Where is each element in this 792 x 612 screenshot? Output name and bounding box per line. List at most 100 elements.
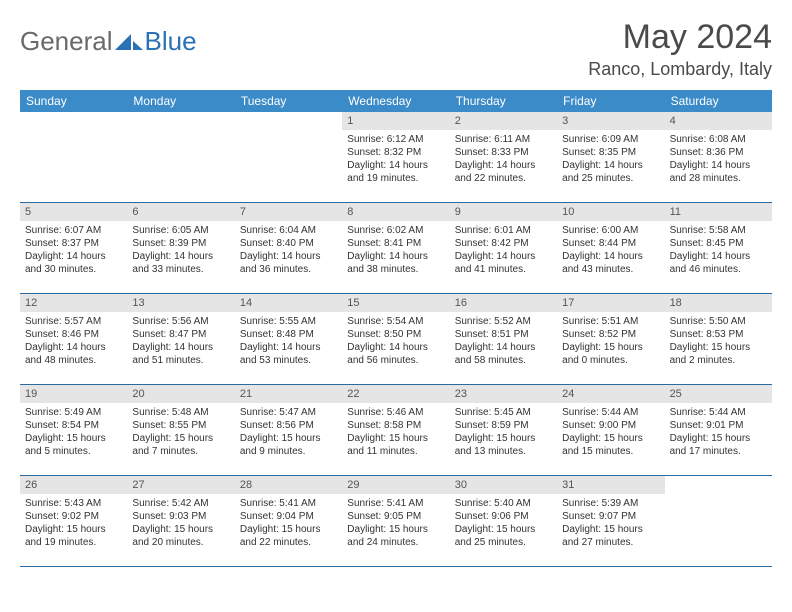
day-number: 6 — [127, 203, 234, 221]
sunrise-text: Sunrise: 5:47 AM — [240, 406, 337, 419]
sunrise-text: Sunrise: 5:50 AM — [670, 315, 767, 328]
sunset-text: Sunset: 9:00 PM — [562, 419, 659, 432]
day-number: 25 — [665, 385, 772, 403]
day-cell: 26Sunrise: 5:43 AMSunset: 9:02 PMDayligh… — [20, 476, 127, 566]
daylight-text: Daylight: 15 hours and 9 minutes. — [240, 432, 337, 458]
day-cell: 23Sunrise: 5:45 AMSunset: 8:59 PMDayligh… — [450, 385, 557, 475]
daylight-text: Daylight: 14 hours and 38 minutes. — [347, 250, 444, 276]
day-number: 13 — [127, 294, 234, 312]
sunset-text: Sunset: 8:45 PM — [670, 237, 767, 250]
day-cell: 13Sunrise: 5:56 AMSunset: 8:47 PMDayligh… — [127, 294, 234, 384]
daylight-text: Daylight: 15 hours and 0 minutes. — [562, 341, 659, 367]
sunrise-text: Sunrise: 6:11 AM — [455, 133, 552, 146]
sunset-text: Sunset: 8:33 PM — [455, 146, 552, 159]
day-number: 3 — [557, 112, 664, 130]
day-number: 21 — [235, 385, 342, 403]
day-number: 29 — [342, 476, 449, 494]
daylight-text: Daylight: 15 hours and 22 minutes. — [240, 523, 337, 549]
day-number: 5 — [20, 203, 127, 221]
daylight-text: Daylight: 14 hours and 51 minutes. — [132, 341, 229, 367]
sunset-text: Sunset: 8:52 PM — [562, 328, 659, 341]
daylight-text: Daylight: 14 hours and 46 minutes. — [670, 250, 767, 276]
day-header-cell: Thursday — [450, 90, 557, 112]
sunset-text: Sunset: 9:06 PM — [455, 510, 552, 523]
sunrise-text: Sunrise: 5:52 AM — [455, 315, 552, 328]
day-number: 27 — [127, 476, 234, 494]
daylight-text: Daylight: 14 hours and 56 minutes. — [347, 341, 444, 367]
sunset-text: Sunset: 9:01 PM — [670, 419, 767, 432]
daylight-text: Daylight: 14 hours and 30 minutes. — [25, 250, 122, 276]
day-cell: 31Sunrise: 5:39 AMSunset: 9:07 PMDayligh… — [557, 476, 664, 566]
daylight-text: Daylight: 15 hours and 15 minutes. — [562, 432, 659, 458]
sunrise-text: Sunrise: 5:58 AM — [670, 224, 767, 237]
logo-sail-icon — [115, 32, 143, 52]
daylight-text: Daylight: 15 hours and 2 minutes. — [670, 341, 767, 367]
sunrise-text: Sunrise: 5:40 AM — [455, 497, 552, 510]
day-cell: 14Sunrise: 5:55 AMSunset: 8:48 PMDayligh… — [235, 294, 342, 384]
day-number: 31 — [557, 476, 664, 494]
sunrise-text: Sunrise: 5:55 AM — [240, 315, 337, 328]
sunrise-text: Sunrise: 5:48 AM — [132, 406, 229, 419]
day-number: 28 — [235, 476, 342, 494]
sunrise-text: Sunrise: 5:41 AM — [240, 497, 337, 510]
day-number: 17 — [557, 294, 664, 312]
day-cell: 3Sunrise: 6:09 AMSunset: 8:35 PMDaylight… — [557, 112, 664, 202]
week-row: 1Sunrise: 6:12 AMSunset: 8:32 PMDaylight… — [20, 112, 772, 203]
day-number: 2 — [450, 112, 557, 130]
day-cell: 24Sunrise: 5:44 AMSunset: 9:00 PMDayligh… — [557, 385, 664, 475]
day-number: 11 — [665, 203, 772, 221]
daylight-text: Daylight: 15 hours and 25 minutes. — [455, 523, 552, 549]
day-cell — [665, 476, 772, 566]
sunrise-text: Sunrise: 5:51 AM — [562, 315, 659, 328]
week-row: 19Sunrise: 5:49 AMSunset: 8:54 PMDayligh… — [20, 385, 772, 476]
logo-word-general: General — [20, 26, 113, 57]
daylight-text: Daylight: 14 hours and 41 minutes. — [455, 250, 552, 276]
sunset-text: Sunset: 8:50 PM — [347, 328, 444, 341]
daylight-text: Daylight: 15 hours and 5 minutes. — [25, 432, 122, 458]
daylight-text: Daylight: 14 hours and 53 minutes. — [240, 341, 337, 367]
sunrise-text: Sunrise: 5:44 AM — [562, 406, 659, 419]
sunrise-text: Sunrise: 5:54 AM — [347, 315, 444, 328]
sunrise-text: Sunrise: 6:07 AM — [25, 224, 122, 237]
day-cell: 25Sunrise: 5:44 AMSunset: 9:01 PMDayligh… — [665, 385, 772, 475]
day-cell: 5Sunrise: 6:07 AMSunset: 8:37 PMDaylight… — [20, 203, 127, 293]
title-block: May 2024 Ranco, Lombardy, Italy — [588, 18, 772, 80]
logo-word-blue: Blue — [145, 26, 197, 57]
sunset-text: Sunset: 9:02 PM — [25, 510, 122, 523]
day-header-cell: Monday — [127, 90, 234, 112]
calendar: SundayMondayTuesdayWednesdayThursdayFrid… — [20, 90, 772, 567]
day-number: 1 — [342, 112, 449, 130]
day-cell: 21 Sunrise: 5:47 AMSunset: 8:56 PMDayligh… — [235, 385, 342, 475]
day-cell: 28Sunrise: 5:41 AMSunset: 9:04 PMDayligh… — [235, 476, 342, 566]
daylight-text: Daylight: 14 hours and 58 minutes. — [455, 341, 552, 367]
daylight-text: Daylight: 15 hours and 19 minutes. — [25, 523, 122, 549]
sunset-text: Sunset: 8:56 PM — [240, 419, 337, 432]
sunrise-text: Sunrise: 6:05 AM — [132, 224, 229, 237]
sunset-text: Sunset: 8:40 PM — [240, 237, 337, 250]
daylight-text: Daylight: 14 hours and 19 minutes. — [347, 159, 444, 185]
daylight-text: Daylight: 15 hours and 13 minutes. — [455, 432, 552, 458]
daylight-text: Daylight: 14 hours and 22 minutes. — [455, 159, 552, 185]
sunset-text: Sunset: 8:55 PM — [132, 419, 229, 432]
sunrise-text: Sunrise: 6:00 AM — [562, 224, 659, 237]
day-header-cell: Friday — [557, 90, 664, 112]
sunset-text: Sunset: 8:51 PM — [455, 328, 552, 341]
day-cell: 7Sunrise: 6:04 AMSunset: 8:40 PMDaylight… — [235, 203, 342, 293]
day-header-row: SundayMondayTuesdayWednesdayThursdayFrid… — [20, 90, 772, 112]
daylight-text: Daylight: 14 hours and 25 minutes. — [562, 159, 659, 185]
day-cell: 20Sunrise: 5:48 AMSunset: 8:55 PMDayligh… — [127, 385, 234, 475]
month-year-title: May 2024 — [588, 18, 772, 57]
page-header: General Blue May 2024 Ranco, Lombardy, I… — [20, 18, 772, 80]
sunset-text: Sunset: 9:05 PM — [347, 510, 444, 523]
sunset-text: Sunset: 8:42 PM — [455, 237, 552, 250]
sunset-text: Sunset: 8:32 PM — [347, 146, 444, 159]
day-number: 18 — [665, 294, 772, 312]
sunset-text: Sunset: 8:58 PM — [347, 419, 444, 432]
daylight-text: Daylight: 14 hours and 33 minutes. — [132, 250, 229, 276]
sunrise-text: Sunrise: 5:41 AM — [347, 497, 444, 510]
sunrise-text: Sunrise: 5:44 AM — [670, 406, 767, 419]
sunset-text: Sunset: 8:35 PM — [562, 146, 659, 159]
day-cell: 6Sunrise: 6:05 AMSunset: 8:39 PMDaylight… — [127, 203, 234, 293]
day-number: 7 — [235, 203, 342, 221]
day-cell: 17 Sunrise: 5:51 AMSunset: 8:52 PMDayligh… — [557, 294, 664, 384]
